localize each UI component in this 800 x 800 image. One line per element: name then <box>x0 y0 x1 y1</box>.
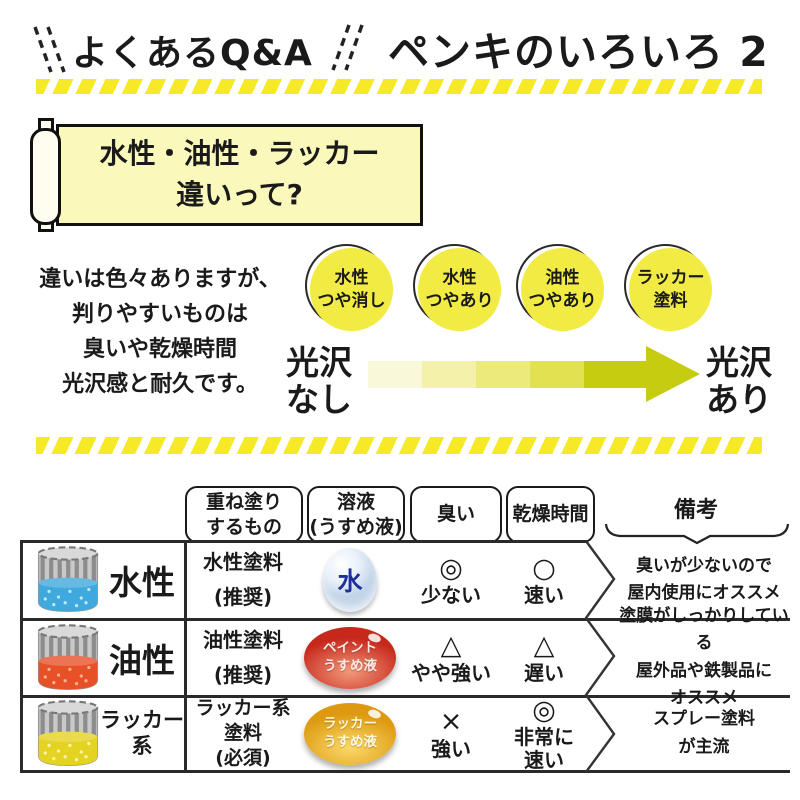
notes-value: スプレー塗料 が主流 <box>653 709 755 757</box>
paint-can-lacquer <box>28 697 108 770</box>
table-border-bottom <box>20 770 790 773</box>
paint-can-icon <box>37 699 99 766</box>
stripe-divider-top <box>36 79 762 94</box>
gloss-full-label: 光沢 あり <box>706 343 772 419</box>
arrow-body <box>368 361 646 388</box>
stripe-divider-middle <box>36 437 762 454</box>
drytime-rating-label: 非常に 速い <box>514 725 574 773</box>
table-border-left <box>20 540 23 772</box>
solvent-label: ペイント うすめ液 <box>323 639 377 674</box>
smell-rating-label: 少ない <box>421 583 481 608</box>
table-border-top <box>20 540 587 543</box>
gloss-circle-lacquer: ラッカー 塗料 <box>624 244 712 331</box>
paint-can-icon <box>37 546 99 612</box>
paint-can-water <box>28 542 108 618</box>
qa-badge-label: よくあるQ&A <box>72 33 313 74</box>
gloss-circle-suisei-gloss: 水性 つやあり <box>413 244 501 331</box>
smell-cell: × 強い <box>402 697 500 770</box>
notes-underbrace-icon <box>604 523 790 545</box>
solvent-cell: ラッカー うすめ液 <box>300 697 400 770</box>
gloss-circle-label: 水性 つや消し <box>310 248 393 331</box>
notes-zigzag-divider-icon <box>584 540 616 773</box>
paint-thinner-drop-icon: ペイント うすめ液 <box>304 626 396 689</box>
recoat-value: 油性塗料 (推奨) <box>203 627 283 687</box>
solvent-label: ラッカー うすめ液 <box>323 715 377 750</box>
decorative-dashes-mid-icon <box>331 24 364 71</box>
gloss-circle-label: ラッカー 塗料 <box>629 248 712 331</box>
drytime-cell: △ 遅い <box>500 620 588 695</box>
question-banner: 水性・油性・ラッカー 違いって? <box>56 124 423 226</box>
lacquer-thinner-drop-icon: ラッカー うすめ液 <box>304 702 396 765</box>
gloss-none-label: 光沢 なし <box>286 343 352 419</box>
drytime-rating-symbol: △ <box>533 630 555 662</box>
decorative-dashes-left-icon <box>33 26 66 73</box>
drytime-rating-symbol: ○ <box>532 552 556 584</box>
arrow-segment <box>530 361 584 388</box>
page-title: ペンキのいろいろ 2 <box>388 28 769 76</box>
water-drop-icon: 水 <box>323 548 377 612</box>
drytime-cell: ◎ 非常に 速い <box>500 694 588 773</box>
drytime-rating-label: 速い <box>524 583 564 608</box>
table-row-water: 水性 水性塗料 (推奨) 水 ◎ 少ない ○ 速い 臭いが少ないので 屋内使用に… <box>20 542 790 618</box>
arrow-head <box>646 346 700 402</box>
solvent-cell: 水 <box>300 542 400 618</box>
table-row-separator <box>20 695 790 698</box>
gloss-circle-suisei-matte: 水性 つや消し <box>305 244 393 331</box>
drytime-rating-symbol: ◎ <box>532 694 556 726</box>
paint-can-oil <box>28 620 108 695</box>
smell-rating-symbol: × <box>439 706 463 738</box>
smell-cell: ◎ 少ない <box>402 542 500 618</box>
smell-rating-label: 強い <box>431 736 471 761</box>
gloss-gradient-arrow <box>368 346 700 403</box>
col-header-notes: 備考 <box>673 498 718 523</box>
intro-text: 違いは色々ありますが、 判りやすいものは 臭いや乾燥時間 光沢感と耐久です。 <box>39 267 281 397</box>
table-row-oil: 油性 油性塗料 (推奨) ペイント うすめ液 △ やや強い △ 遅い 塗膜がしっ… <box>20 606 790 708</box>
col-header-recoat: 重ね塗り するもの <box>185 486 303 543</box>
smell-cell: △ やや強い <box>402 620 500 695</box>
row-name: 油性 <box>109 640 175 680</box>
col-header-solvent: 溶液 (うすめ液) <box>307 486 405 543</box>
arrow-segment <box>422 361 476 388</box>
gloss-circle-yusei-gloss: 油性 つやあり <box>516 244 604 331</box>
smell-rating-symbol: △ <box>440 630 462 662</box>
gloss-circle-label: 水性 つやあり <box>418 248 501 331</box>
col-header-smell: 臭い <box>410 486 502 543</box>
row-name: ラッカー 系 <box>100 708 184 758</box>
table-row-separator <box>20 618 790 621</box>
col-header-drytime: 乾燥時間 <box>506 486 595 543</box>
table-row-lacquer: ラッカー 系 ラッカー系 塗料 (必須) ラッカー うすめ液 × 強い ◎ 非常… <box>20 694 790 773</box>
drytime-cell: ○ 速い <box>500 542 588 618</box>
recoat-value: ラッカー系 塗料 (必須) <box>195 697 291 769</box>
table-column-divider <box>184 540 187 772</box>
recoat-value: 水性塗料 (推奨) <box>203 550 283 609</box>
arrow-segment <box>368 361 422 388</box>
paint-can-icon <box>37 623 99 690</box>
gloss-circle-label: 油性 つやあり <box>521 248 604 331</box>
drytime-rating-label: 遅い <box>524 660 564 685</box>
arrow-segment <box>584 361 646 388</box>
smell-rating-label: やや強い <box>411 660 491 685</box>
notes-value: 臭いが少ないので 屋内使用にオススメ <box>627 555 781 603</box>
solvent-cell: ペイント うすめ液 <box>300 620 400 695</box>
smell-rating-symbol: ◎ <box>439 552 463 584</box>
row-name: 水性 <box>109 563 175 602</box>
notes-value: 塗膜がしっかりしている 屋外品や鉄製品に オススメ <box>619 606 789 708</box>
scroll-roll <box>30 128 61 225</box>
solvent-label: 水 <box>337 567 363 596</box>
arrow-segment <box>476 361 530 388</box>
